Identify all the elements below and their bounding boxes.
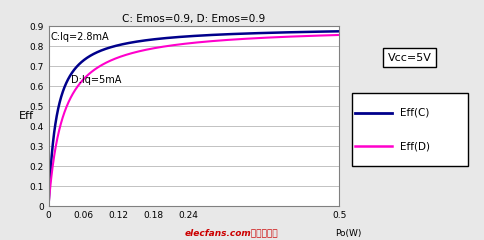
Eff(C): [45, 205, 51, 208]
Eff(C): [96, 50, 102, 53]
Eff(C): [157, 37, 163, 40]
Y-axis label: Eff: Eff: [19, 111, 34, 121]
Text: elecfans.com电子发烧友: elecfans.com电子发烧友: [184, 228, 277, 238]
Eff(D): [299, 35, 305, 38]
Eff(C): [169, 36, 175, 39]
Eff(C): [330, 30, 336, 33]
Eff(C): [78, 60, 84, 63]
Eff(D): [169, 44, 175, 47]
Eff(C): [336, 30, 342, 33]
Eff(D): [45, 205, 51, 208]
Eff(D): [330, 34, 336, 36]
Eff(D): [78, 80, 84, 83]
Eff(D): [96, 65, 102, 68]
Line: Eff(C): Eff(C): [48, 31, 339, 206]
Text: Po(W): Po(W): [334, 228, 360, 238]
FancyBboxPatch shape: [351, 93, 467, 167]
Eff(D): [336, 34, 342, 36]
Text: D:Iq=5mA: D:Iq=5mA: [71, 75, 121, 85]
Eff(D): [157, 46, 163, 49]
Eff(C): [299, 30, 305, 33]
Text: C:Iq=2.8mA: C:Iq=2.8mA: [51, 32, 109, 42]
Text: Vcc=5V: Vcc=5V: [387, 53, 431, 63]
Text: Eff(D): Eff(D): [399, 142, 429, 151]
Text: Eff(C): Eff(C): [399, 108, 429, 118]
Title: C: Emos=0.9, D: Emos=0.9: C: Emos=0.9, D: Emos=0.9: [122, 14, 265, 24]
Line: Eff(D): Eff(D): [48, 35, 339, 206]
